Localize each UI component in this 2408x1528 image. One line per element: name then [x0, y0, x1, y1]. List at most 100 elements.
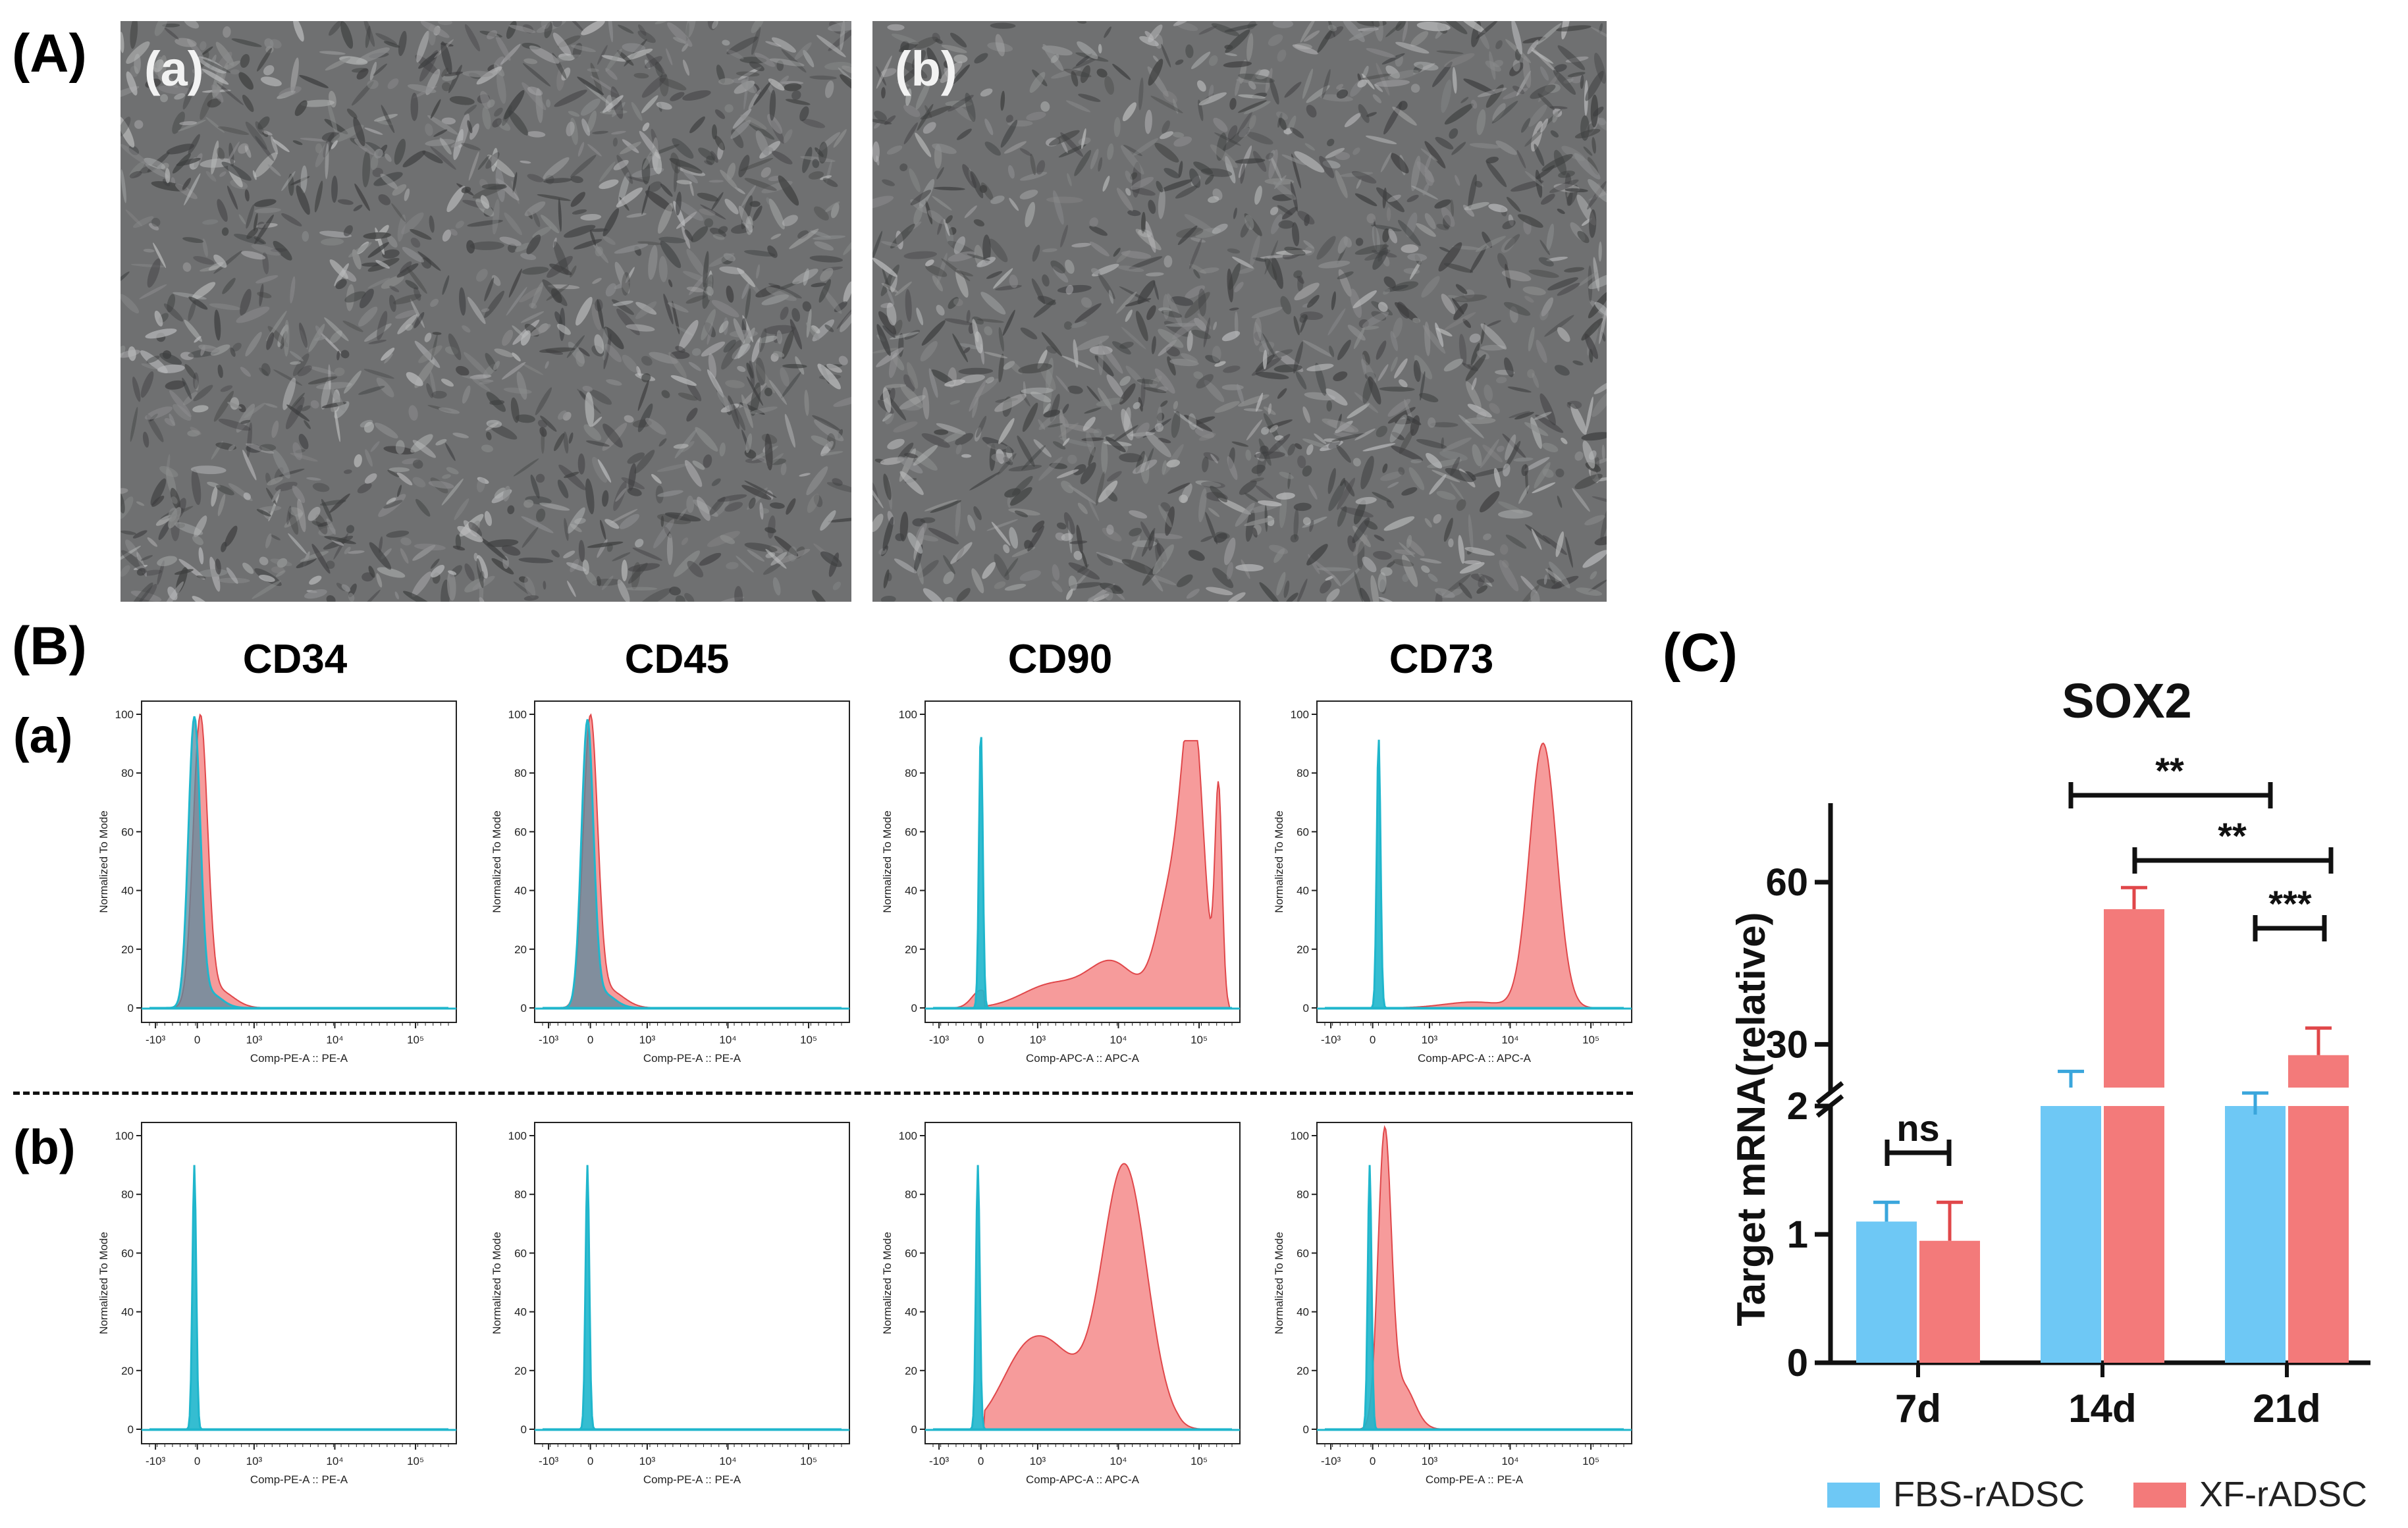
cell-shape — [1509, 306, 1518, 323]
cell-shape — [462, 385, 471, 404]
cell-shape — [1435, 136, 1454, 150]
cell-shape — [125, 209, 142, 226]
cell-shape — [719, 266, 745, 275]
y-axis-label: Normalized To Mode — [491, 810, 503, 913]
cell-shape — [637, 30, 656, 43]
cell-shape — [1143, 387, 1167, 394]
cell-shape — [961, 454, 972, 458]
cell-shape — [1449, 128, 1458, 139]
cell-shape — [1511, 180, 1544, 192]
cell-shape — [202, 46, 213, 55]
cell-shape — [271, 566, 285, 574]
cell-shape — [759, 328, 767, 352]
cell-shape — [344, 469, 352, 474]
cell-shape — [1383, 276, 1396, 288]
x-tick-label: 21d — [2253, 1386, 2320, 1431]
cell-shape — [1248, 81, 1256, 90]
cell-shape — [678, 320, 699, 351]
cell-shape — [1512, 86, 1525, 94]
cell-shape — [882, 413, 892, 422]
cell-shape — [1374, 84, 1383, 92]
cell-shape — [1221, 384, 1244, 390]
cell-shape — [1152, 544, 1174, 575]
cell-shape — [1452, 66, 1457, 94]
cell-shape — [1246, 33, 1254, 61]
cell-shape — [211, 140, 219, 175]
cell-shape — [1108, 290, 1113, 304]
cell-shape — [1476, 350, 1490, 359]
cell-shape — [1065, 259, 1075, 274]
cell-shape — [585, 478, 595, 515]
cell-shape — [512, 325, 525, 337]
cell-shape — [1542, 468, 1554, 478]
cell-shape — [723, 253, 736, 261]
cell-shape — [1391, 445, 1424, 461]
cell-shape — [1432, 61, 1453, 88]
cell-shape — [1213, 117, 1228, 132]
cell-shape — [1531, 120, 1543, 152]
x-axis-label: Comp-PE-A :: PE-A — [643, 1052, 741, 1065]
cell-shape — [994, 394, 1027, 412]
cell-shape — [120, 117, 131, 138]
cell-shape — [1343, 236, 1352, 248]
cell-shape — [669, 158, 703, 174]
cell-shape — [1366, 112, 1377, 117]
x-tick-label: -10³ — [146, 1034, 166, 1046]
cell-shape — [656, 101, 672, 110]
cell-shape — [681, 537, 689, 545]
microscopy-image-icon — [120, 21, 851, 602]
cell-shape — [132, 377, 141, 402]
cell-shape — [1339, 172, 1374, 177]
cell-shape — [1434, 199, 1451, 209]
cell-shape — [587, 110, 597, 133]
cell-shape — [886, 145, 903, 155]
cell-shape — [188, 300, 196, 321]
cell-shape — [512, 172, 518, 193]
cell-shape — [1229, 307, 1239, 311]
cell-shape — [666, 533, 673, 566]
cell-shape — [1592, 390, 1607, 417]
cell-shape — [886, 286, 895, 305]
cell-shape — [1557, 282, 1580, 296]
cell-shape — [686, 380, 702, 402]
cell-shape — [1289, 127, 1304, 139]
cell-shape — [1331, 574, 1341, 587]
cell-shape — [1325, 26, 1344, 40]
cell-shape — [726, 49, 744, 60]
cell-shape — [564, 224, 596, 238]
cell-shape — [986, 519, 1019, 531]
cell-shape — [712, 234, 725, 240]
cell-shape — [605, 68, 618, 80]
cell-shape — [1364, 372, 1376, 381]
cell-shape — [1502, 220, 1516, 230]
cell-shape — [1336, 84, 1344, 90]
cell-shape — [599, 179, 619, 190]
cell-shape — [160, 93, 169, 103]
cell-shape — [804, 389, 809, 416]
cell-shape — [648, 245, 658, 280]
cell-shape — [1281, 207, 1298, 220]
cell-shape — [193, 255, 215, 265]
cell-shape — [389, 285, 400, 292]
cell-shape — [1269, 425, 1279, 433]
cell-shape — [1274, 175, 1287, 190]
cell-shape — [702, 274, 714, 309]
cell-shape — [155, 515, 172, 526]
cell-shape — [1366, 47, 1396, 58]
cell-shape — [1561, 437, 1568, 444]
cell-shape — [1019, 148, 1032, 156]
cell-shape — [500, 43, 521, 65]
cell-shape — [388, 467, 410, 473]
cell-shape — [1027, 525, 1044, 552]
cell-shape — [944, 431, 966, 443]
cell-shape — [304, 420, 311, 429]
cell-shape — [133, 564, 148, 570]
cell-shape — [192, 68, 204, 75]
cell-shape — [903, 453, 918, 458]
x-tick-label: -10³ — [929, 1034, 950, 1046]
cell-shape — [242, 94, 254, 113]
cell-shape — [504, 212, 522, 236]
cell-shape — [1181, 353, 1198, 363]
cell-shape — [682, 43, 689, 52]
cell-shape — [329, 330, 343, 344]
